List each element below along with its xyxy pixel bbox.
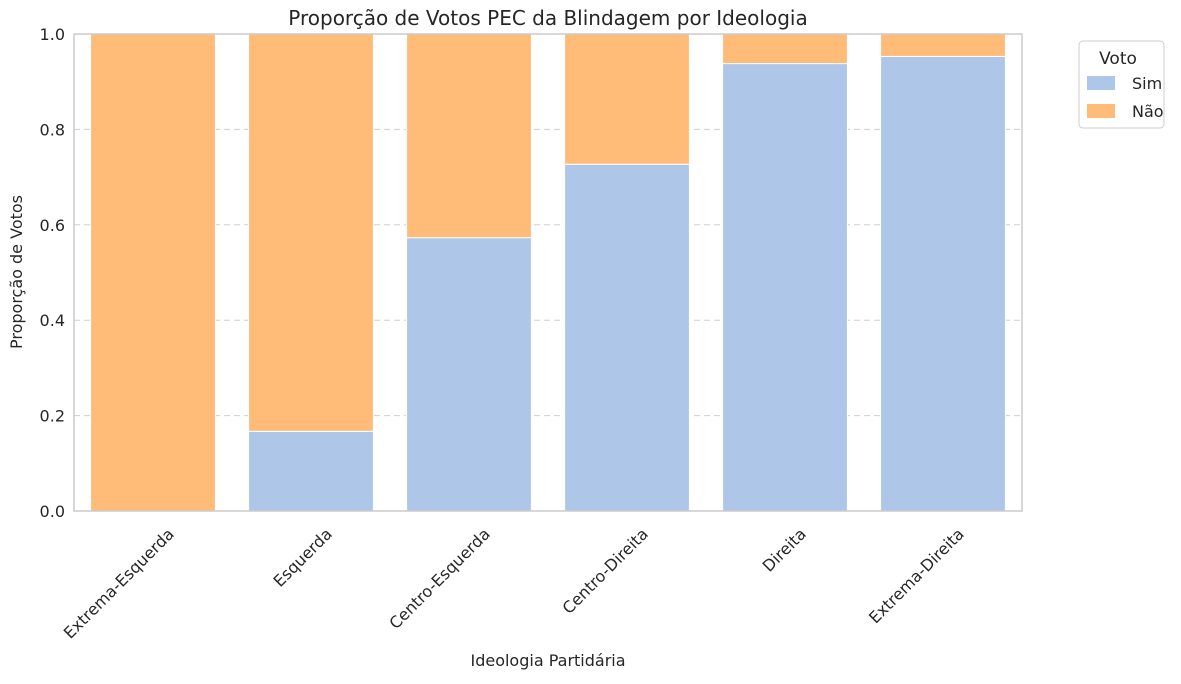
y-tick-label: 0.4 xyxy=(40,311,65,330)
legend: Voto Sim Não xyxy=(1078,40,1165,129)
bar-n-o xyxy=(248,33,374,432)
bar-n-o xyxy=(880,33,1006,57)
y-tick-label: 0.2 xyxy=(40,407,65,426)
bars xyxy=(90,33,1006,512)
chart-title: Proporção de Votos PEC da Blindagem por … xyxy=(288,6,807,30)
y-tick-label: 1.0 xyxy=(40,25,65,44)
grid-lines xyxy=(74,128,1022,417)
legend-items: Sim Não xyxy=(1087,74,1164,121)
bar-n-o xyxy=(564,33,690,165)
x-tick-label: Esquerda xyxy=(269,524,335,590)
y-tick-label: 0.0 xyxy=(40,502,65,521)
y-axis-ticks: 0.0 0.2 0.4 0.6 0.8 1.0 xyxy=(40,25,65,521)
bar-n-o xyxy=(90,33,216,512)
legend-label: Não xyxy=(1132,102,1164,121)
legend-swatch xyxy=(1087,76,1115,90)
y-tick-label: 0.6 xyxy=(40,216,65,235)
bar-sim xyxy=(564,163,690,512)
bar-sim xyxy=(722,63,848,512)
x-tick-label: Extrema-Esquerda xyxy=(60,524,178,642)
bar-sim xyxy=(248,430,374,512)
y-axis-label: Proporção de Votos xyxy=(7,195,26,349)
x-tick-label: Direita xyxy=(759,524,810,575)
x-axis-ticks: Extrema-Esquerda Esquerda Centro-Esquerda C… xyxy=(60,524,968,642)
bar-sim xyxy=(406,237,532,512)
x-tick-label: Centro-Direita xyxy=(559,524,652,617)
legend-title: Voto xyxy=(1099,49,1137,69)
legend-label: Sim xyxy=(1132,74,1162,93)
bar-n-o xyxy=(722,33,848,65)
x-tick-label: Centro-Esquerda xyxy=(385,524,493,632)
y-tick-label: 0.8 xyxy=(40,120,65,139)
bar-n-o xyxy=(406,33,532,239)
bar-sim xyxy=(880,55,1006,512)
x-axis-label: Ideologia Partidária xyxy=(470,651,625,670)
legend-swatch xyxy=(1087,104,1115,118)
plot-frame xyxy=(73,33,1023,512)
x-tick-label: Extrema-Direita xyxy=(865,524,968,627)
